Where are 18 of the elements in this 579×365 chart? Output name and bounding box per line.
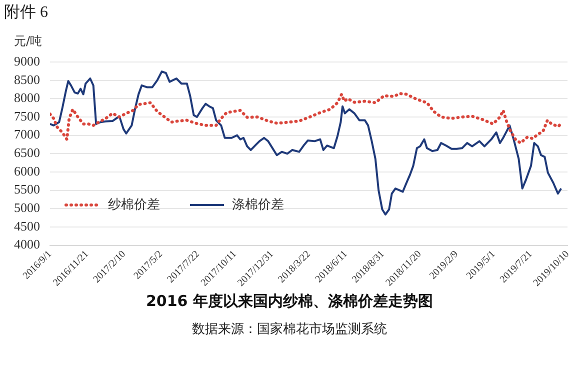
y-tick-label: 4500: [14, 218, 40, 234]
y-tick-label: 8000: [14, 90, 40, 106]
legend-label: 纱棉价差: [108, 197, 160, 212]
source-note: 数据来源：国家棉花市场监测系统: [191, 321, 388, 338]
y-tick-label: 6000: [14, 163, 40, 178]
line-series: [50, 92, 564, 145]
y-tick-label: 6500: [14, 145, 40, 160]
y-tick-label: 5500: [14, 182, 40, 197]
y-tick-label: 7500: [14, 108, 40, 124]
y-tick-label: 4000: [14, 236, 40, 252]
y-tick-label: 9000: [14, 53, 40, 68]
y-axis-title: 元/吨: [14, 34, 42, 48]
text: 附件 6: [4, 3, 48, 23]
y-tick-label: 5000: [14, 200, 40, 216]
text: 2016 年度以来国内纱棉、涤棉价差走势图: [145, 292, 434, 311]
y-tick-label: 8500: [14, 72, 40, 87]
legend-label: 涤棉价差: [232, 197, 284, 212]
y-tick-label: 7000: [14, 126, 40, 142]
